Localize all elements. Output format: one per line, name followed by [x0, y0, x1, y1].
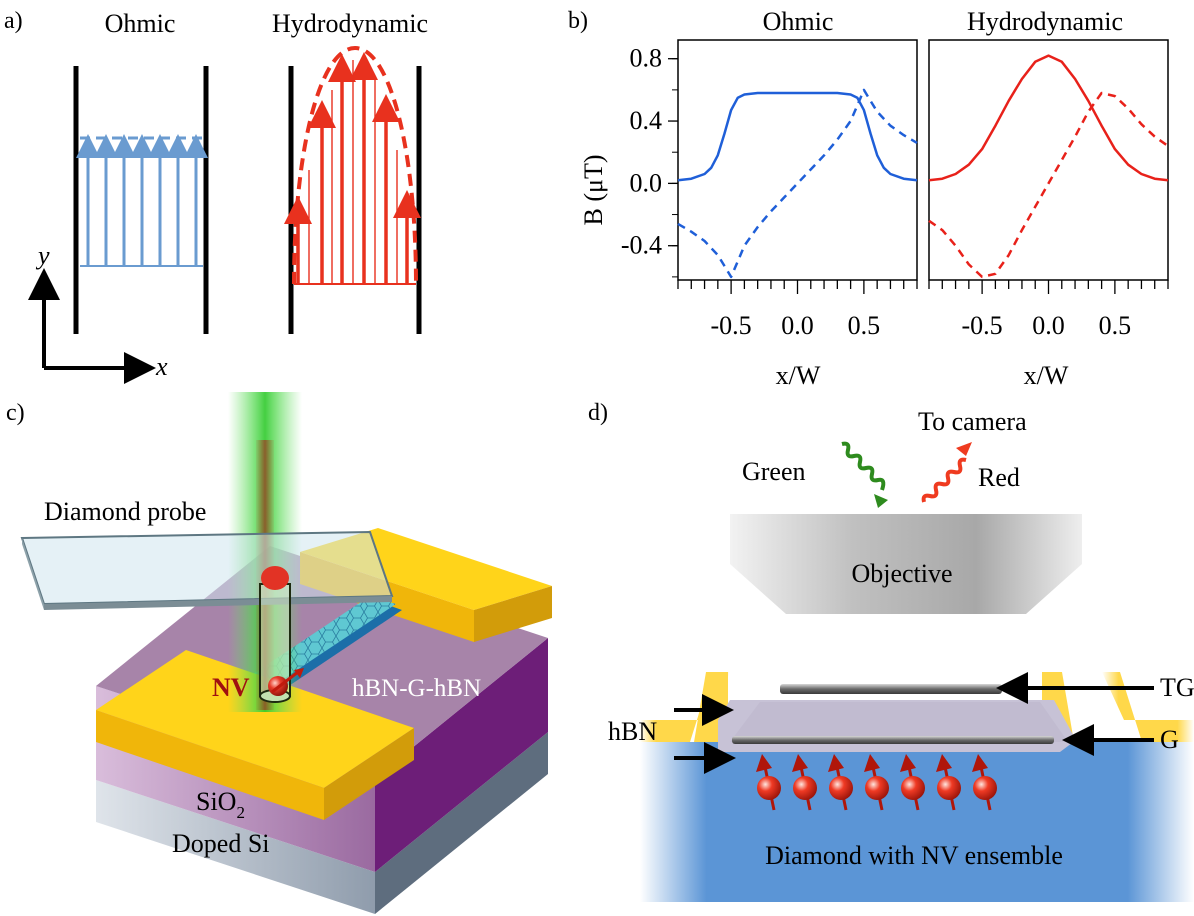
diamond-probe	[20, 530, 394, 610]
top-gate	[780, 684, 1002, 694]
panel-b-charts: b) Ohmic Hydrodynamic B (μT) x/W x/W -0.…	[568, 7, 1169, 390]
x-axis-label-left: x/W	[776, 361, 821, 390]
hydrodynamic-title: Hydrodynamic	[272, 9, 428, 38]
nv-ensemble	[756, 754, 997, 811]
chart-left-title: Ohmic	[763, 7, 834, 36]
panel-b-label: b)	[568, 8, 588, 34]
doped-si-label: Doped Si	[172, 829, 270, 858]
heterostructure-label: hBN-G-hBN	[352, 675, 481, 702]
nv-label: NV	[212, 673, 250, 702]
nv-spin-icon	[828, 754, 853, 811]
objective-label: Objective	[851, 559, 952, 588]
green-photon-icon	[841, 441, 886, 491]
x-tick-label: -0.5	[962, 311, 1003, 340]
panel-c: c) Diamond	[6, 392, 552, 914]
hbn-label: hBN	[608, 717, 657, 746]
to-camera-label: To camera	[918, 407, 1027, 436]
y-tick-label: 0.0	[630, 168, 663, 197]
doped-si-layer	[96, 732, 548, 914]
y-tick-label: -0.4	[621, 231, 662, 260]
panel-a: a) Ohmic Hydrodynamic	[4, 8, 428, 384]
y-tick-label: 0.8	[630, 44, 663, 73]
plot-frame-1	[928, 39, 1169, 281]
objective-lens	[730, 514, 1082, 614]
nv-spin-icon	[900, 754, 925, 811]
hydro-flow-profile	[284, 45, 421, 285]
axis-y-label: y	[35, 241, 50, 270]
red-label: Red	[978, 463, 1020, 492]
axis-x-label: x	[155, 352, 168, 381]
axes-indicator	[28, 268, 156, 384]
series-line-0-0	[677, 91, 918, 182]
y-axis-label: B (μT)	[579, 155, 608, 226]
x-tick-label: 0.0	[781, 311, 814, 340]
tg-label: TG	[1160, 673, 1194, 702]
x-axis-label-right: x/W	[1024, 361, 1069, 390]
panel-d: d) To camera Green Red Objective TG G hB…	[588, 400, 1194, 902]
nv-spin-icon	[936, 754, 961, 811]
diamond-substrate	[640, 742, 1194, 902]
series-line-1-0	[928, 54, 1169, 182]
y-tick-label: 0.4	[630, 106, 663, 135]
x-tick-label: -0.5	[711, 311, 752, 340]
panel-c-label: c)	[6, 400, 25, 426]
x-tick-label: 0.0	[1032, 311, 1065, 340]
ohmic-flow-profile	[76, 134, 208, 267]
ohmic-title: Ohmic	[105, 9, 176, 38]
green-label: Green	[742, 457, 806, 486]
nv-spin-icon	[756, 754, 781, 811]
sio2-label: SiO2	[196, 787, 245, 822]
diamond-probe-label: Diamond probe	[44, 497, 206, 526]
nv-spin-icon	[864, 754, 889, 811]
plot-frame-0	[677, 39, 918, 281]
diamond-label: Diamond with NV ensemble	[765, 841, 1063, 870]
x-tick-label: 0.5	[848, 311, 881, 340]
series-line-1-1	[928, 91, 1169, 279]
panel-d-label: d)	[588, 400, 608, 426]
nv-spin-icon	[972, 754, 997, 811]
series-line-0-1	[677, 88, 918, 279]
red-photon-icon	[921, 457, 967, 503]
chart-right-title: Hydrodynamic	[967, 7, 1123, 36]
g-label: G	[1160, 725, 1179, 754]
front-electrode	[96, 650, 414, 820]
nv-spin-icon	[792, 754, 817, 811]
x-tick-label: 0.5	[1099, 311, 1132, 340]
graphene-layer	[732, 736, 1054, 744]
panel-a-label: a)	[4, 8, 23, 34]
